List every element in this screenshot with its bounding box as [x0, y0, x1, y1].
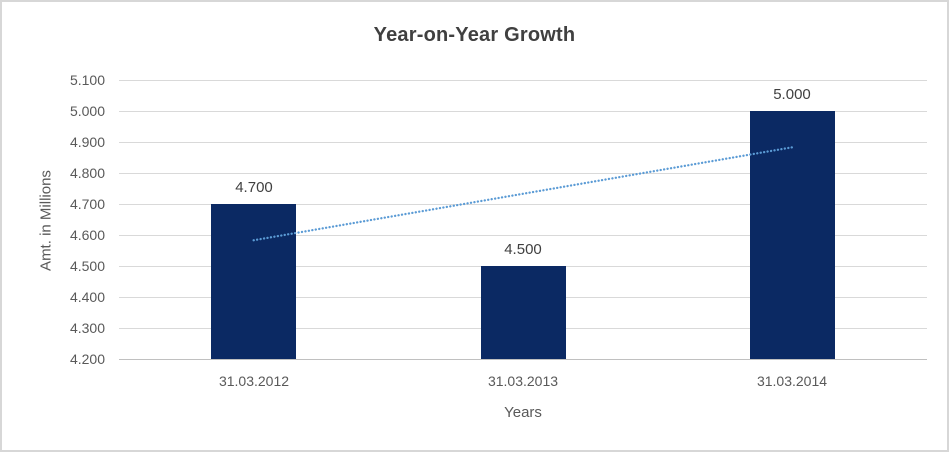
data-label: 5.000	[773, 86, 811, 103]
x-axis-line	[119, 359, 927, 360]
y-tick-label: 4.500	[69, 258, 105, 274]
y-tick-label: 4.400	[69, 289, 105, 305]
data-label: 4.500	[504, 241, 542, 258]
gridline	[119, 80, 927, 81]
y-tick-label: 4.300	[69, 320, 105, 336]
bar-31.03.2013	[481, 266, 566, 359]
chart-title: Year-on-Year Growth	[373, 24, 576, 46]
y-tick-label: 5.100	[69, 72, 105, 88]
y-tick-label: 4.600	[69, 227, 105, 243]
y-tick-label: 4.200	[69, 351, 105, 367]
gridline	[119, 111, 927, 112]
bar-31.03.2014	[750, 111, 835, 359]
y-tick-label: 5.000	[69, 103, 105, 119]
x-axis-title: Years	[504, 404, 542, 421]
x-tick-label: 31.03.2013	[487, 373, 559, 389]
y-axis-title: Amt. in Millions	[37, 170, 55, 271]
x-tick-label: 31.03.2012	[218, 373, 290, 389]
data-label: 4.700	[235, 179, 273, 196]
x-tick-label: 31.03.2014	[756, 373, 828, 389]
y-tick-label: 4.800	[69, 165, 105, 181]
gridline	[119, 142, 927, 143]
bar-31.03.2012	[211, 204, 296, 359]
y-tick-label: 4.900	[69, 134, 105, 150]
y-tick-label: 4.700	[69, 196, 105, 212]
